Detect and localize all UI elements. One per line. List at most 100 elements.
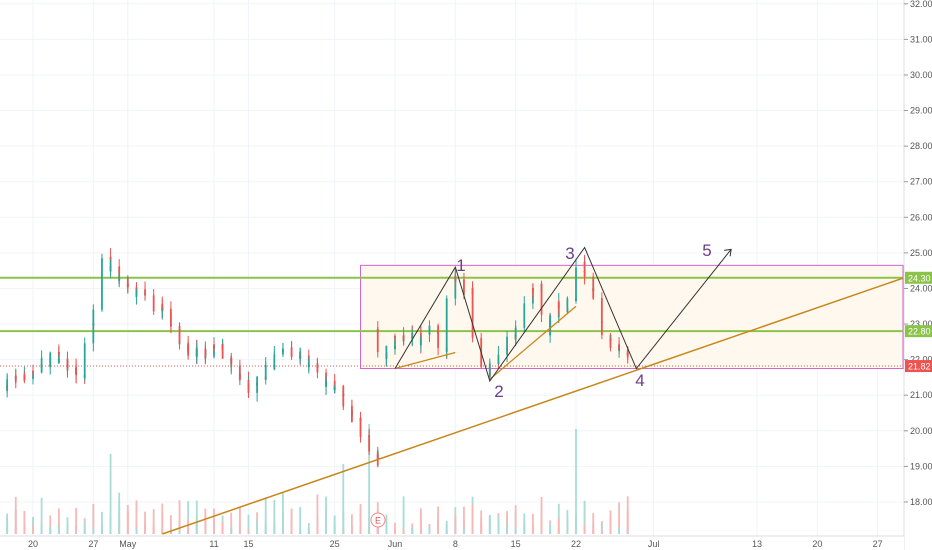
wave-arrowhead bbox=[724, 248, 732, 257]
volume-bar bbox=[325, 496, 327, 534]
candlestick-series bbox=[6, 248, 629, 468]
support-resistance-lines[interactable] bbox=[0, 276, 904, 367]
volume-bar bbox=[14, 509, 17, 534]
candle-body bbox=[359, 436, 362, 438]
candle-body bbox=[575, 295, 577, 302]
candle-body bbox=[368, 449, 371, 452]
candle-body bbox=[437, 343, 439, 348]
wave-path bbox=[394, 246, 732, 383]
volume-bar bbox=[187, 519, 190, 534]
candle-body bbox=[273, 354, 276, 359]
candle-body bbox=[592, 297, 595, 299]
volume-bar bbox=[549, 523, 552, 534]
candle-body bbox=[626, 354, 629, 358]
volume-bar bbox=[118, 492, 121, 534]
price-tick-label: 26.00 bbox=[910, 212, 932, 222]
volume-bar bbox=[92, 528, 95, 534]
time-tick-label: 27 bbox=[873, 539, 883, 549]
candle-body bbox=[83, 364, 86, 379]
volume-bar bbox=[75, 507, 77, 534]
earnings-marker[interactable]: E bbox=[370, 512, 386, 528]
volume-bar bbox=[583, 500, 586, 534]
candle-body bbox=[238, 373, 241, 381]
candle-body bbox=[14, 380, 17, 382]
time-tick-label: May bbox=[119, 539, 137, 549]
candle-body bbox=[575, 285, 577, 296]
volume-bar bbox=[152, 509, 155, 534]
time-axis-bg bbox=[0, 536, 904, 550]
volume-bar bbox=[92, 503, 95, 534]
candle-body bbox=[66, 369, 69, 371]
volume-bar bbox=[6, 517, 9, 534]
volume-bar bbox=[161, 529, 164, 534]
candle-body bbox=[204, 348, 207, 357]
candle-body bbox=[471, 309, 474, 315]
candle-body bbox=[618, 350, 620, 352]
candle-body bbox=[126, 284, 129, 288]
volume-bar bbox=[359, 507, 362, 534]
candle-body bbox=[540, 301, 543, 308]
earnings-label: E bbox=[375, 516, 381, 526]
volume-bar bbox=[618, 526, 620, 534]
volume-bar bbox=[187, 501, 190, 534]
volume-bar bbox=[411, 527, 414, 534]
candle-body bbox=[282, 348, 284, 350]
volume-spike bbox=[368, 424, 371, 534]
candle-body bbox=[471, 287, 474, 310]
candle-body bbox=[480, 337, 483, 347]
volume-bar bbox=[351, 514, 353, 534]
candle-body bbox=[32, 370, 34, 373]
volume-bar bbox=[506, 510, 508, 534]
trendline[interactable] bbox=[162, 277, 905, 535]
volume-bar bbox=[49, 515, 52, 534]
elliott-wave[interactable]: 1 2 3 4 5 bbox=[394, 241, 732, 401]
volume-bar bbox=[488, 515, 491, 534]
time-tick-label: 25 bbox=[330, 539, 340, 549]
volume-bar bbox=[204, 508, 207, 534]
candle-body bbox=[316, 369, 319, 373]
level-price-tag bbox=[905, 325, 932, 338]
volume-bar bbox=[445, 520, 448, 534]
time-axis[interactable]: 20 27 May 11 15 25 Jun 8 15 22 Jul 13 20 27 bbox=[0, 535, 904, 550]
volume-bar bbox=[178, 529, 181, 534]
price-tick-label: 24.00 bbox=[910, 283, 932, 293]
volume-bar bbox=[195, 500, 198, 534]
volume-bar bbox=[592, 513, 595, 534]
price-axis[interactable]: 18.00 19.00 20.00 21.00 22.00 23.00 24.00 25.00… bbox=[903, 0, 932, 550]
volume-bar bbox=[402, 529, 405, 534]
candle-body bbox=[523, 303, 526, 311]
volume-bar bbox=[480, 522, 483, 534]
candle-body bbox=[445, 326, 448, 352]
volume-bar bbox=[170, 515, 172, 534]
range-box[interactable] bbox=[360, 264, 904, 370]
candle-body bbox=[247, 384, 250, 393]
time-tick-label: 15 bbox=[511, 539, 521, 549]
volume-bar bbox=[402, 509, 405, 534]
price-tick-label: 22.00 bbox=[910, 355, 932, 365]
candle-body bbox=[6, 380, 9, 384]
volume-bar bbox=[428, 527, 431, 534]
price-tick-label: 19.00 bbox=[910, 461, 932, 471]
volume-bar bbox=[282, 492, 284, 534]
candle-body bbox=[40, 358, 43, 364]
volume-bar bbox=[49, 529, 52, 534]
candle-body bbox=[144, 293, 146, 296]
price-tick-label: 27.00 bbox=[910, 177, 932, 187]
volume-bar bbox=[618, 518, 620, 534]
candle-body bbox=[342, 403, 345, 407]
volume-bar bbox=[445, 529, 448, 534]
candle-body bbox=[540, 283, 543, 302]
volume-bar bbox=[540, 497, 543, 534]
volume-bar bbox=[213, 508, 215, 534]
wave-label-1: 1 bbox=[456, 256, 465, 275]
time-tick-label: 15 bbox=[243, 539, 253, 549]
volume-bar bbox=[75, 526, 77, 534]
level-price-tag-text: 22.80 bbox=[908, 327, 931, 337]
volume-bar bbox=[463, 506, 465, 534]
candle-body bbox=[514, 327, 517, 329]
last-price-tag bbox=[905, 360, 932, 373]
volume-spike bbox=[342, 464, 345, 534]
candle-body bbox=[437, 331, 439, 344]
candle-body bbox=[333, 380, 336, 391]
